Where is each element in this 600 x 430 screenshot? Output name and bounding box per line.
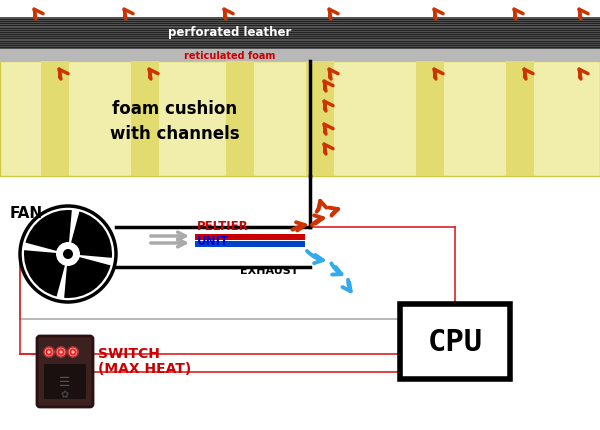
Text: PELTIER: PELTIER — [197, 219, 249, 233]
Text: ✿: ✿ — [61, 389, 69, 399]
Text: CPU: CPU — [427, 327, 482, 356]
Bar — [131, 62, 159, 177]
Bar — [0, 18, 600, 50]
Bar — [306, 62, 334, 177]
FancyBboxPatch shape — [37, 336, 93, 407]
Bar — [400, 304, 510, 379]
Text: ☰: ☰ — [59, 376, 71, 389]
Text: SWITCH: SWITCH — [98, 346, 160, 360]
Wedge shape — [64, 258, 110, 298]
Circle shape — [60, 246, 76, 262]
Circle shape — [43, 346, 55, 358]
Circle shape — [59, 351, 62, 354]
Circle shape — [20, 206, 116, 302]
Text: (MAX HEAT): (MAX HEAT) — [98, 361, 191, 375]
Bar — [195, 241, 305, 247]
Circle shape — [47, 351, 50, 354]
Circle shape — [63, 249, 73, 259]
Text: UNIT: UNIT — [197, 234, 229, 247]
Circle shape — [45, 348, 53, 356]
Wedge shape — [24, 251, 65, 297]
Circle shape — [55, 346, 67, 358]
Text: FAN: FAN — [10, 206, 43, 221]
Bar — [41, 62, 69, 177]
Bar — [226, 62, 254, 177]
Bar — [44, 364, 86, 399]
Bar — [195, 234, 305, 240]
Wedge shape — [25, 211, 72, 251]
Text: reticulated foam: reticulated foam — [184, 51, 275, 61]
Bar — [416, 62, 444, 177]
Circle shape — [69, 348, 77, 356]
Circle shape — [67, 346, 79, 358]
Text: foam cushion
with channels: foam cushion with channels — [110, 100, 240, 143]
Wedge shape — [71, 212, 112, 258]
Text: perforated leather: perforated leather — [169, 26, 292, 39]
Circle shape — [57, 348, 65, 356]
Bar — [0, 62, 600, 177]
Text: EXHAUST: EXHAUST — [240, 265, 299, 275]
Bar — [506, 62, 534, 177]
Circle shape — [71, 351, 74, 354]
Bar — [0, 50, 600, 62]
